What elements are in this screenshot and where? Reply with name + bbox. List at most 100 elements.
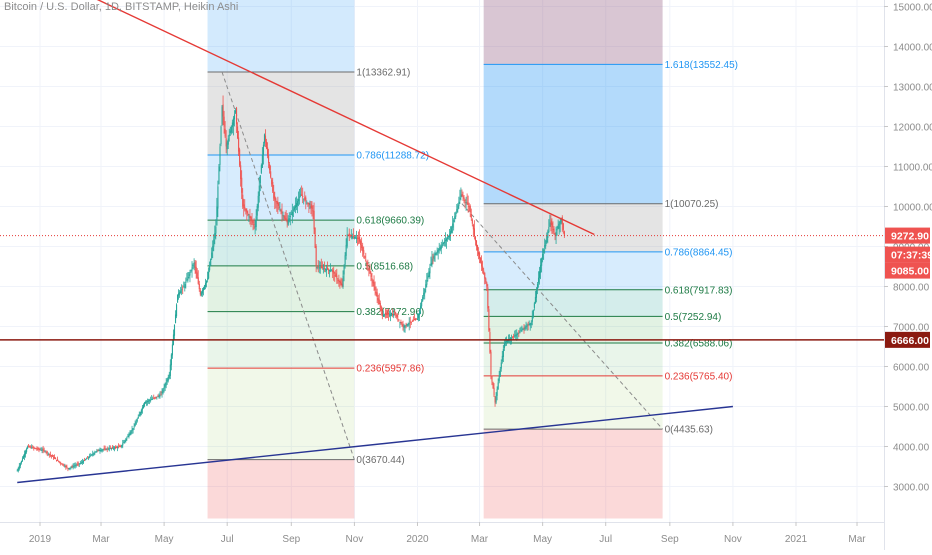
candle-body (141, 407, 143, 410)
candle-body (222, 104, 224, 117)
candle-body (430, 262, 432, 266)
candle-body (559, 221, 561, 225)
candle-body (97, 449, 99, 451)
candle-body (260, 165, 262, 173)
symbol-title[interactable]: Bitcoin / U.S. Dollar, 1D, BITSTAMP, Hei… (4, 1, 239, 13)
candle-body (67, 467, 69, 469)
candle-body (218, 166, 220, 184)
candle-body (123, 441, 125, 444)
candle-body (460, 194, 462, 198)
candle-body (456, 209, 458, 213)
candle-body (64, 466, 66, 468)
candle-body (347, 234, 349, 236)
candle-body (441, 244, 443, 246)
candle-body (419, 309, 421, 316)
candle-body (461, 194, 463, 196)
candle-body (522, 328, 524, 330)
candle-body (22, 456, 25, 459)
candle-body (212, 246, 214, 252)
candle-body (157, 395, 159, 397)
candle-body (82, 460, 85, 463)
candle-body (484, 272, 486, 279)
candle-body (293, 207, 296, 210)
candle-body (469, 206, 471, 213)
candle-body (268, 155, 270, 163)
candle-body (361, 245, 363, 249)
price-tick-label: 3000.00 (893, 483, 930, 494)
candle-body (470, 214, 472, 218)
candle-body (395, 315, 397, 317)
candle-body (190, 269, 192, 271)
candle-body (454, 216, 456, 220)
candle-body (537, 277, 540, 283)
candle-body (47, 453, 49, 455)
candle-body (313, 210, 315, 230)
price-tick-label: 14000.00 (893, 43, 932, 54)
candle-body (310, 204, 312, 208)
candle-body (501, 355, 503, 362)
fib-zone-bottom (483, 429, 663, 519)
candle-body (553, 228, 555, 233)
candle-body (41, 450, 43, 451)
candle-body (129, 432, 131, 436)
candle-body (325, 269, 328, 271)
candle-body (494, 396, 496, 403)
candle-body (400, 321, 402, 324)
candle-body (336, 275, 338, 279)
candle-body (404, 325, 406, 328)
candle-body (107, 448, 109, 450)
candle-body (482, 266, 484, 271)
candle-body (386, 313, 389, 315)
candle-body (298, 198, 300, 202)
fib-retracement-2: 1.618(13552.45) 1(10070.25) 0.786(8864.45)… (461, 0, 738, 519)
candle-body (330, 270, 332, 272)
candle-body (27, 446, 29, 449)
candle-body (465, 202, 467, 203)
last-price-badge: 9272.90 (891, 231, 929, 243)
candle-body (367, 263, 369, 268)
candle-body (332, 269, 334, 273)
candle-body (118, 446, 120, 448)
candle-body (288, 218, 290, 222)
candle-body (320, 265, 322, 268)
candle-body (25, 451, 27, 455)
candle-body (308, 202, 310, 206)
candle-body (65, 465, 67, 467)
time-tick-label: 2019 (29, 534, 52, 545)
candle-body (534, 296, 536, 304)
candle-body (38, 449, 40, 451)
candle-body (444, 240, 447, 242)
fib-level-label: 0.236(5765.40) (665, 371, 733, 382)
candle-body (196, 272, 198, 279)
candle-body (318, 267, 320, 269)
candle-body (560, 218, 562, 223)
candle-body (287, 220, 289, 225)
candle-body (217, 186, 219, 209)
candle-body (258, 185, 260, 196)
candle-body (56, 459, 58, 461)
candle-body (297, 200, 299, 206)
candle-body (189, 272, 191, 276)
candle-body (562, 223, 564, 230)
candle-body (450, 230, 452, 235)
candle-body (113, 447, 116, 449)
candle-body (371, 278, 373, 281)
candle-body (76, 464, 78, 466)
candle-body (193, 262, 195, 265)
candle-body (539, 271, 541, 278)
candle-body (372, 280, 374, 284)
candle-body (418, 314, 420, 319)
candle-body (464, 200, 466, 202)
candle-body (208, 272, 210, 279)
candle-body (436, 251, 438, 254)
candle-body (75, 464, 77, 466)
candle-body (346, 234, 348, 247)
candle-body (520, 330, 522, 332)
candle-body (111, 447, 113, 449)
candle-body (333, 270, 335, 274)
candle-body (466, 202, 468, 204)
time-tick-label: Jul (221, 534, 234, 545)
